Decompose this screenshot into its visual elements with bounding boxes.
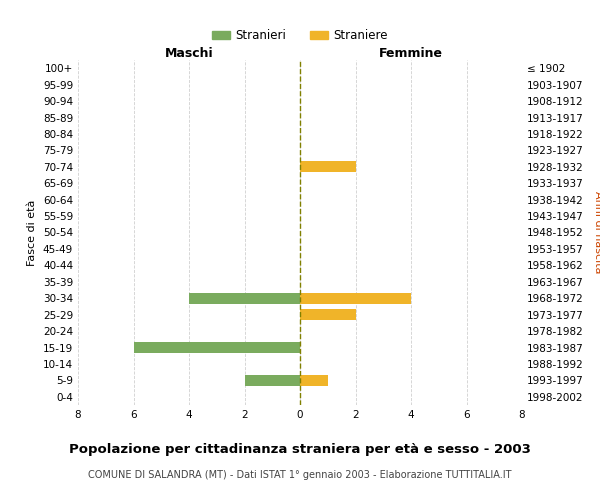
Bar bbox=[245, 375, 300, 386]
Bar bbox=[189, 293, 300, 304]
Y-axis label: Fasce di età: Fasce di età bbox=[28, 200, 37, 266]
Legend: Stranieri, Straniere: Stranieri, Straniere bbox=[207, 24, 393, 47]
Bar bbox=[300, 310, 355, 320]
Bar bbox=[133, 342, 300, 353]
Bar bbox=[300, 293, 411, 304]
Text: COMUNE DI SALANDRA (MT) - Dati ISTAT 1° gennaio 2003 - Elaborazione TUTTITALIA.I: COMUNE DI SALANDRA (MT) - Dati ISTAT 1° … bbox=[88, 470, 512, 480]
Y-axis label: Anni di nascita: Anni di nascita bbox=[593, 191, 600, 274]
Bar bbox=[300, 375, 328, 386]
Text: Maschi: Maschi bbox=[164, 47, 214, 60]
Text: Popolazione per cittadinanza straniera per età e sesso - 2003: Popolazione per cittadinanza straniera p… bbox=[69, 442, 531, 456]
Text: Femmine: Femmine bbox=[379, 47, 443, 60]
Bar bbox=[300, 162, 355, 172]
